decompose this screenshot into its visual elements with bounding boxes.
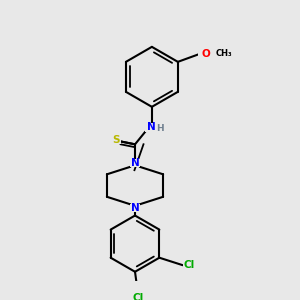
Text: S: S (112, 135, 120, 145)
FancyBboxPatch shape (131, 294, 144, 300)
FancyBboxPatch shape (111, 135, 122, 144)
Text: Cl: Cl (184, 260, 195, 270)
Text: N: N (130, 158, 140, 168)
Text: CH₃: CH₃ (215, 50, 232, 58)
FancyBboxPatch shape (130, 204, 140, 212)
FancyBboxPatch shape (145, 123, 158, 132)
Text: Cl: Cl (132, 293, 143, 300)
FancyBboxPatch shape (183, 262, 196, 269)
FancyBboxPatch shape (130, 159, 140, 167)
Text: N: N (148, 122, 156, 133)
Text: O: O (202, 50, 210, 59)
Text: H: H (157, 124, 164, 133)
Text: N: N (130, 203, 140, 213)
FancyBboxPatch shape (197, 50, 214, 58)
